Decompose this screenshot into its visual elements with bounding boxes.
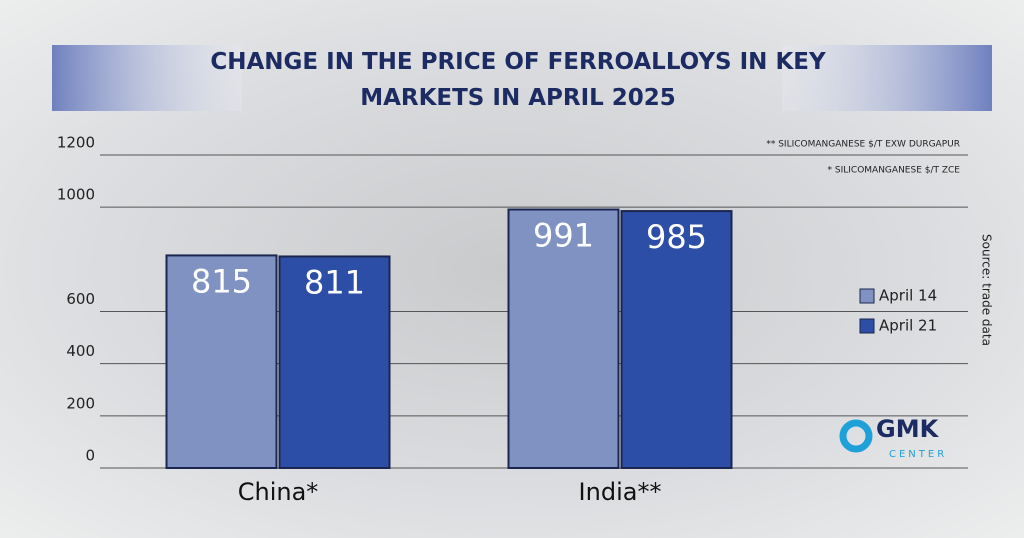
logo-sub: CENTER <box>889 449 947 460</box>
bar <box>165 254 278 469</box>
logo: GMK CENTER <box>839 415 947 460</box>
bar <box>620 210 733 469</box>
x-tick-label: China* <box>238 478 319 506</box>
legend-label: April 21 <box>879 317 937 335</box>
y-tick-label: 1200 <box>57 134 95 152</box>
y-tick-label: 600 <box>66 290 95 308</box>
note: ** SILICOMANGANESE $/T EXW DURGAPUR <box>766 140 960 150</box>
legend-label: April 14 <box>879 287 937 305</box>
bar <box>507 208 620 469</box>
logo-icon <box>839 419 873 453</box>
y-tick-label: 0 <box>85 447 95 465</box>
banner-left <box>52 45 242 111</box>
source: Source: trade data <box>980 234 994 346</box>
chart-title: CHANGE IN THE PRICE OF FERROALLOYS IN KE… <box>210 49 826 111</box>
x-tick-label: India** <box>579 478 662 506</box>
logo-name: GMK <box>876 415 940 443</box>
banner-right <box>782 45 992 111</box>
bar <box>278 255 391 469</box>
value-label: 815 <box>191 262 252 300</box>
legend-swatch <box>859 318 875 334</box>
value-label: 811 <box>304 263 365 301</box>
y-tick-label: 200 <box>66 394 95 412</box>
value-label: 985 <box>646 218 707 256</box>
y-tick-label: 400 <box>66 342 95 360</box>
legend-swatch <box>859 288 875 304</box>
note: * SILICOMANGANESE $/T ZCE <box>828 166 961 176</box>
value-label: 991 <box>533 217 594 255</box>
y-tick-label: 1000 <box>57 186 95 204</box>
